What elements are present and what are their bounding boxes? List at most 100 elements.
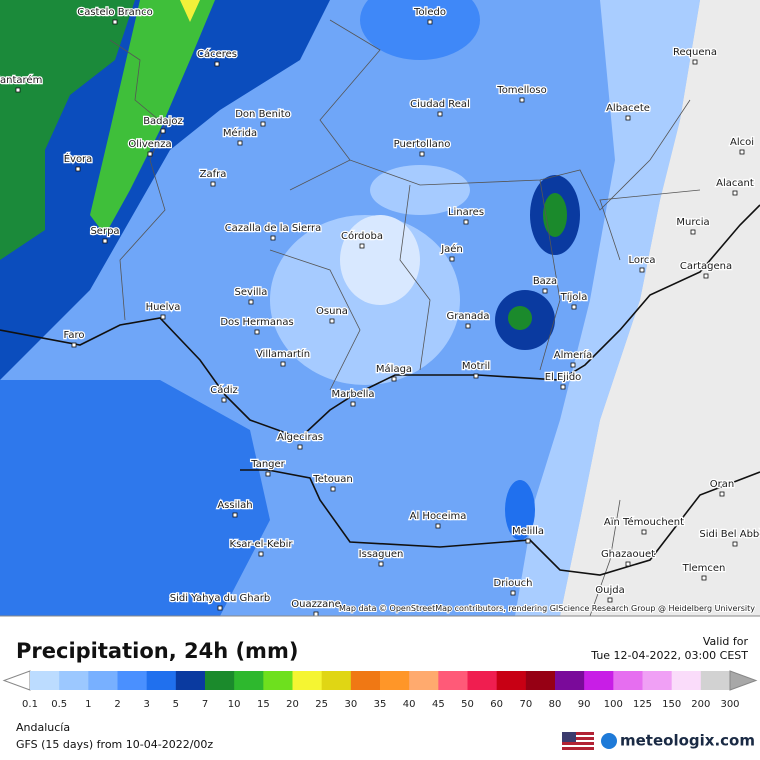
flag-canton [562,732,576,742]
city-label: Requena [673,47,717,58]
legend-swatch [292,671,323,690]
legend-swatch [350,671,381,690]
legend-label: 100 [604,699,623,710]
city-marker [210,181,216,187]
city-marker [258,551,264,557]
border [589,499,621,617]
legend-label: 0.1 [22,699,38,710]
region: Andalucía [16,721,70,734]
city-marker [217,605,223,611]
city-label: Cazalla de la Sierra [225,223,322,234]
city-marker [732,190,738,196]
city-label: Al Hoceima [410,511,467,522]
legend-swatch [146,671,177,690]
legend-swatch [467,671,498,690]
city-marker [378,561,384,567]
city-marker [160,128,166,134]
precip-mid [360,0,480,60]
city-label: Tíjola [560,291,588,303]
legend-swatch [496,671,527,690]
city-label: Sevilla [235,287,268,298]
city-label: Toledo [413,7,446,18]
city-marker [297,444,303,450]
city-label: Tomelloso [496,85,546,96]
city-label: Alcoi [730,137,754,148]
city-marker [739,149,745,155]
city-marker [221,397,227,403]
city-marker [254,329,260,335]
city-marker [71,342,77,348]
city-marker [265,471,271,477]
city-label: Sidi Bel Abbès [699,528,760,540]
city-marker [519,97,525,103]
city-label: Mérida [223,127,257,139]
legend-label: 25 [315,699,328,710]
city-label: Castelo Branco [77,7,153,18]
precip-mid [0,380,270,616]
legend-swatch [642,671,673,690]
city-marker [330,486,336,492]
legend-label: 70 [519,699,532,710]
city-marker [102,238,108,244]
city-label: Córdoba [341,230,383,242]
city-label: Sidi Yahya du Gharb [170,593,270,604]
city-label: Olivenza [128,139,171,150]
legend-label: 125 [633,699,652,710]
city-label: El Ejido [545,372,582,383]
city-label: Tlemcen [682,563,726,574]
legend-label: 50 [461,699,474,710]
city-label: Badajoz [143,116,183,127]
valid-time: Tue 12-04-2022, 03:00 CEST [590,649,748,662]
legend-arrow-high [729,670,758,691]
city-label: Marbella [331,389,374,400]
city-marker [248,299,254,305]
legend-swatch [409,671,439,690]
city-label: Cádiz [210,384,238,396]
city-label: Jaén [440,243,463,255]
legend-swatch [584,671,614,690]
legend-swatch [438,671,468,690]
coastline [0,204,760,576]
city-label: Ciudad Real [410,99,470,110]
city-marker [690,229,696,235]
city-label: Huelva [146,302,181,313]
borders [109,19,701,617]
city-marker [465,323,471,329]
legend-label: 45 [432,699,445,710]
legend-arrow-low [2,670,31,691]
legend-swatch [700,671,731,690]
city-label: Zafra [200,169,227,180]
city-label: Murcia [676,217,709,228]
city-label: Osuna [316,306,348,317]
city-label: Don Benito [235,109,291,120]
legend-label: 15 [257,699,270,710]
city-marker [571,304,577,310]
city-label: Aïn Témouchent [604,516,684,528]
precip-green [0,0,135,260]
city-label: Granada [447,311,490,322]
legend-label: 30 [344,699,357,710]
city-label: Tetouan [312,474,352,485]
precip-green [90,0,215,235]
city-marker [542,288,548,294]
legend-swatch [175,671,206,690]
city-marker [350,401,356,407]
city-label: Villamartín [256,348,310,360]
precip-light [370,165,470,215]
city-label: Santarém [0,74,42,86]
city-marker [270,235,276,241]
city-marker [701,575,707,581]
city-label: Tanger [250,459,285,470]
city-label: Oran [710,479,734,490]
legend-swatch [117,671,148,690]
city-marker [359,243,365,249]
precip-green [508,306,532,330]
legend-label: 40 [403,699,416,710]
city-marker [280,361,286,367]
city-label: Ouazzane [291,599,340,610]
legend-swatch [555,671,585,690]
legend-swatch [380,671,410,690]
brand[interactable]: meteologix.com [620,732,755,750]
city-label: Cartagena [680,261,732,272]
legend-swatch [205,671,235,690]
